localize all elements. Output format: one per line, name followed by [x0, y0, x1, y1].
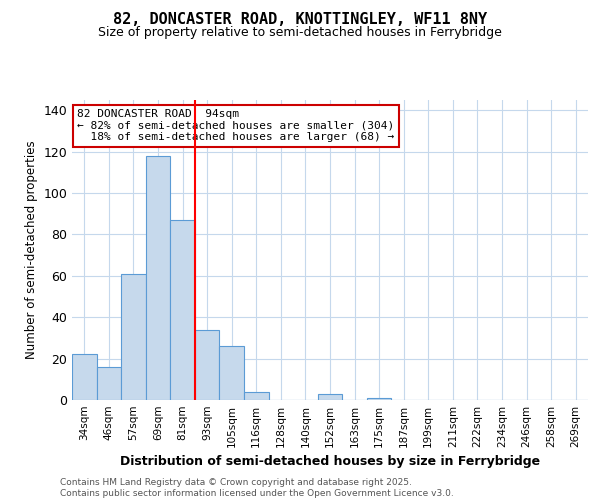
- Text: 82, DONCASTER ROAD, KNOTTINGLEY, WF11 8NY: 82, DONCASTER ROAD, KNOTTINGLEY, WF11 8N…: [113, 12, 487, 28]
- Bar: [146, 156, 170, 400]
- Text: Size of property relative to semi-detached houses in Ferrybridge: Size of property relative to semi-detach…: [98, 26, 502, 39]
- X-axis label: Distribution of semi-detached houses by size in Ferrybridge: Distribution of semi-detached houses by …: [120, 456, 540, 468]
- Bar: [97, 367, 121, 400]
- Bar: [170, 220, 195, 400]
- Bar: [367, 398, 391, 400]
- Bar: [220, 346, 244, 400]
- Bar: [244, 392, 269, 400]
- Bar: [195, 330, 220, 400]
- Bar: [72, 354, 97, 400]
- Bar: [121, 274, 146, 400]
- Y-axis label: Number of semi-detached properties: Number of semi-detached properties: [25, 140, 38, 360]
- Text: 82 DONCASTER ROAD: 94sqm
← 82% of semi-detached houses are smaller (304)
  18% o: 82 DONCASTER ROAD: 94sqm ← 82% of semi-d…: [77, 109, 394, 142]
- Bar: [318, 394, 342, 400]
- Text: Contains HM Land Registry data © Crown copyright and database right 2025.
Contai: Contains HM Land Registry data © Crown c…: [60, 478, 454, 498]
